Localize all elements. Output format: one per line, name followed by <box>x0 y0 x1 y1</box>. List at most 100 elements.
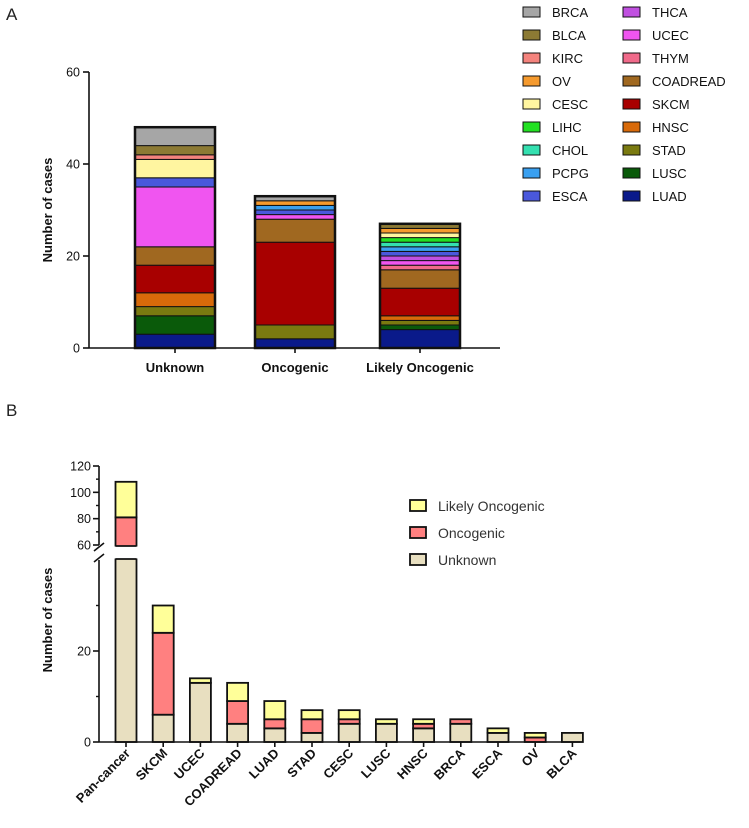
x-tick-label-b-hnsc: HNSC <box>394 745 431 782</box>
x-tick-label-b-blca: BLCA <box>543 745 580 782</box>
y-tick-label-b-100: 100 <box>70 486 91 500</box>
bar-a-likely-oncogenic-thym <box>379 264 461 271</box>
bar-b-coadread-likely-oncogenic <box>226 681 250 702</box>
bar-a-unknown-blca <box>134 145 216 156</box>
legend-label-likely-oncogenic: Likely Oncogenic <box>438 498 545 514</box>
bar-a-likely-oncogenic-coadread <box>379 269 461 289</box>
chart-a-axis: Unknown Oncogenic Likely Oncogenic 0 20 40 60 N… <box>40 66 500 375</box>
bar-b-luad-unknown <box>263 727 287 743</box>
bar-a-unknown-lusc <box>134 315 216 335</box>
bar-b-brca-oncogenic <box>449 718 473 725</box>
legend-swatch-lusc <box>622 167 641 179</box>
legend-label-thym: THYM <box>652 51 689 66</box>
legend-swatch-oncogenic <box>409 526 427 539</box>
bar-a-oncogenic-skcm <box>254 241 336 326</box>
bar-a-oncogenic-ucec <box>254 214 336 220</box>
bar-a-unknown-cesc <box>134 158 216 179</box>
legend-label-esca: ESCA <box>552 189 588 204</box>
legend-label-unknown: Unknown <box>438 552 496 568</box>
x-tick-label-b-stad: STAD <box>284 746 319 781</box>
x-tick-label-b-pan-cancer: Pan-cancer <box>73 746 133 806</box>
bar-b-luad-oncogenic <box>263 718 287 730</box>
bar-a-likely-oncogenic-cesc <box>379 232 461 239</box>
legend-label-thca: THCA <box>652 5 688 20</box>
legend-swatch-luad <box>622 190 641 202</box>
y-tick-label-a-40: 40 <box>66 158 80 172</box>
bar-a-likely-oncogenic-hnsc <box>379 315 461 321</box>
y-tick-label-a-20: 20 <box>66 250 80 264</box>
legend-swatch-chol <box>522 144 541 156</box>
bar-b-stad-likely-oncogenic <box>300 709 324 721</box>
legend-swatch-likely-oncogenic <box>409 499 427 512</box>
bar-b-stad-unknown <box>300 732 324 743</box>
legend-swatch-pcpg <box>522 167 541 179</box>
bar-a-likely-oncogenic-thca <box>379 255 461 262</box>
chart-a: Unknown Oncogenic Likely Oncogenic 0 20 40 60 N… <box>40 5 726 375</box>
legend-label-lihc: LIHC <box>552 120 582 135</box>
bar-b-coadread-unknown <box>226 722 250 743</box>
legend-label-chol: CHOL <box>552 143 588 158</box>
bar-b-coadread-oncogenic <box>226 700 250 725</box>
bar-a-likely-oncogenic-pcpg <box>379 246 461 252</box>
x-tick-label-a-likely-oncogenic: Likely Oncogenic <box>366 360 474 375</box>
legend-label-brca: BRCA <box>552 5 588 20</box>
x-tick-label-a-unknown: Unknown <box>146 360 205 375</box>
bar-a-oncogenic-pcpg <box>254 204 336 211</box>
legend-swatch-skcm <box>622 98 641 110</box>
legend-label-lusc: LUSC <box>652 166 687 181</box>
bar-a-likely-oncogenic-luad <box>379 329 461 349</box>
legend-swatch-kirc <box>522 52 541 64</box>
bar-a-unknown-coadread <box>134 246 216 266</box>
y-tick-label-b-20: 20 <box>77 645 91 659</box>
y-axis-label-b: Number of cases <box>40 568 55 673</box>
y-tick-label-b-80: 80 <box>77 512 91 526</box>
legend-label-stad: STAD <box>652 143 686 158</box>
chart-a-legend: BRCA BLCA KIRC OV CESC LIHC CHOL PCPG ESCA THCA UC… <box>522 5 726 204</box>
panel-a-label: A <box>6 5 18 24</box>
legend-swatch-unknown <box>409 553 427 566</box>
bar-a-likely-oncogenic-ov <box>379 227 461 234</box>
x-tick-label-b-skcm: SKCM <box>133 746 171 784</box>
bar-b-stad-oncogenic <box>300 718 324 734</box>
bar-b-cesc-unknown <box>337 722 361 743</box>
legend-swatch-blca <box>522 29 541 41</box>
bar-a-likely-oncogenic-ucec <box>379 260 461 266</box>
bar-b-skcm-unknown <box>151 713 175 743</box>
legend-label-coadread: COADREAD <box>652 74 726 89</box>
bar-a-oncogenic-coadread <box>254 218 336 243</box>
y-tick-label-b-0: 0 <box>84 736 91 750</box>
bar-b-ucec-likely-oncogenic <box>188 677 212 684</box>
legend-label-kirc: KIRC <box>552 51 583 66</box>
bar-b-lusc-likely-oncogenic <box>374 718 398 725</box>
legend-swatch-cesc <box>522 98 541 110</box>
bar-a-unknown-stad <box>134 306 216 317</box>
bar-a-unknown-brca <box>134 126 216 147</box>
axis-break-mark-bottom <box>93 553 105 563</box>
bar-a-likely-oncogenic-stad <box>379 319 461 326</box>
bar-a-likely-oncogenic-chol <box>379 241 461 248</box>
axis-break-mark-top <box>93 542 105 552</box>
bar-a-likely-oncogenic-esca <box>379 250 461 257</box>
y-tick-label-b-60: 60 <box>77 539 91 553</box>
x-tick-label-b-lusc: LUSC <box>358 745 394 781</box>
legend-label-cesc: CESC <box>552 97 588 112</box>
bar-a-oncogenic-luad <box>254 338 336 349</box>
bar-b-esca-likely-oncogenic <box>486 727 510 734</box>
legend-label-blca: BLCA <box>552 28 586 43</box>
bar-a-unknown-kirc <box>134 154 216 160</box>
bar-b-skcm-oncogenic <box>151 631 175 716</box>
legend-swatch-lihc <box>522 121 541 133</box>
legend-label-luad: LUAD <box>652 189 687 204</box>
bar-b-hnsc-unknown <box>412 727 436 743</box>
bar-a-unknown-skcm <box>134 264 216 294</box>
x-tick-label-b-cesc: CESC <box>320 745 357 782</box>
bar-b-pan-cancer-unknown <box>114 553 138 743</box>
bar-b-cesc-likely-oncogenic <box>337 709 361 721</box>
bar-a-likely-oncogenic-lihc <box>379 237 461 243</box>
bar-a-likely-oncogenic-skcm <box>379 287 461 317</box>
legend-label-pcpg: PCPG <box>552 166 589 181</box>
panel-b-label: B <box>6 401 17 420</box>
bar-a-unknown-luad <box>134 333 216 349</box>
chart-b-bars <box>112 480 584 743</box>
